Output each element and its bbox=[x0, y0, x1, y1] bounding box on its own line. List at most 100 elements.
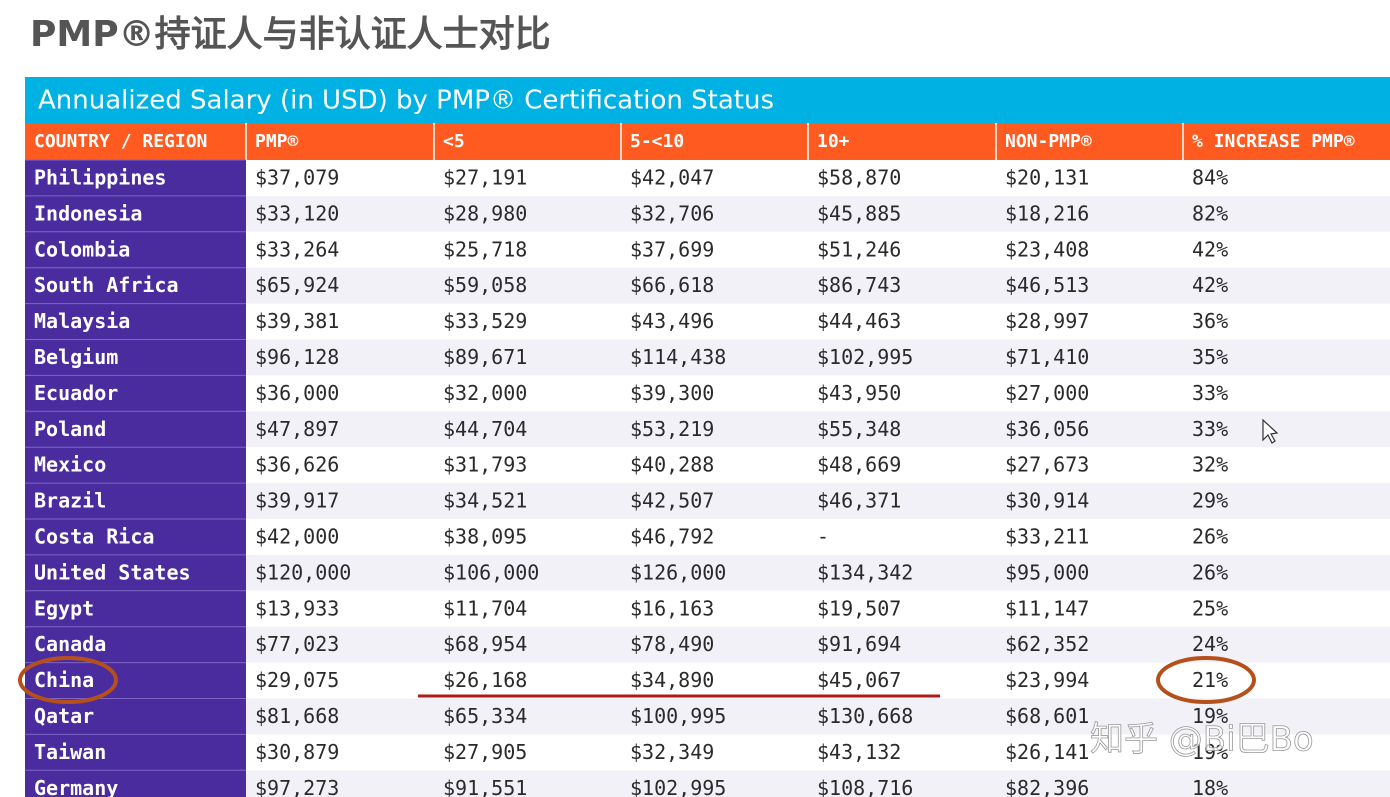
table-cell: $55,348 bbox=[817, 417, 901, 441]
table-cell: $37,079 bbox=[255, 165, 339, 189]
table-cell: 24% bbox=[1192, 632, 1228, 656]
country-cell bbox=[25, 447, 246, 484]
table-cell: $23,408 bbox=[1005, 237, 1089, 261]
table-cell: 32% bbox=[1192, 453, 1228, 477]
header-cell: 10+ bbox=[817, 131, 850, 152]
row-bg bbox=[246, 590, 1390, 627]
table-cell: 26% bbox=[1192, 560, 1228, 584]
table-cell: $68,954 bbox=[443, 632, 527, 656]
table-cell: $38,095 bbox=[443, 524, 527, 548]
table-cell: $27,191 bbox=[443, 165, 527, 189]
country-name: Taiwan bbox=[34, 740, 106, 764]
table-cell: 21% bbox=[1192, 668, 1228, 692]
table-cell: - bbox=[817, 524, 829, 548]
page-title: PMP®持证人与非认证人士对比 bbox=[30, 14, 551, 55]
table-cell: $96,128 bbox=[255, 345, 339, 369]
country-name: Colombia bbox=[34, 237, 130, 261]
table-cell: $36,626 bbox=[255, 453, 339, 477]
table-cell: $36,056 bbox=[1005, 417, 1089, 441]
table-cell: $27,905 bbox=[443, 740, 527, 764]
table-cell: $77,023 bbox=[255, 632, 339, 656]
country-name: Ecuador bbox=[34, 381, 118, 405]
table-cell: $59,058 bbox=[443, 273, 527, 297]
header-cell: 5-<10 bbox=[630, 131, 684, 152]
table-cell: $33,211 bbox=[1005, 524, 1089, 548]
table-cell: $91,551 bbox=[443, 776, 527, 797]
header-cell: <5 bbox=[443, 131, 465, 152]
table-cell: $82,396 bbox=[1005, 776, 1089, 797]
table-cell: $23,994 bbox=[1005, 668, 1089, 692]
table-cell: 19% bbox=[1192, 740, 1228, 764]
country-cell bbox=[25, 339, 246, 376]
table-cell: $40,288 bbox=[630, 453, 714, 477]
table-cell: $42,047 bbox=[630, 165, 714, 189]
table-cell: $43,950 bbox=[817, 381, 901, 405]
highlight-circle bbox=[18, 656, 118, 704]
table-cell: $62,352 bbox=[1005, 632, 1089, 656]
header-cell: NON-PMP® bbox=[1005, 131, 1092, 152]
table-cell: $39,381 bbox=[255, 309, 339, 333]
country-name: Canada bbox=[34, 632, 106, 656]
row-bg bbox=[246, 267, 1390, 304]
country-name: Brazil bbox=[34, 489, 106, 513]
country-name: Poland bbox=[34, 417, 106, 441]
country-name: Germany bbox=[34, 776, 118, 797]
country-name: Belgium bbox=[34, 345, 118, 369]
row-bg bbox=[246, 411, 1390, 448]
table-cell: $39,917 bbox=[255, 489, 339, 513]
table-cell: 25% bbox=[1192, 596, 1228, 620]
table-cell: $32,000 bbox=[443, 381, 527, 405]
table-cell: $46,792 bbox=[630, 524, 714, 548]
country-cell bbox=[25, 698, 246, 735]
table-cell: $13,933 bbox=[255, 596, 339, 620]
country-name: Indonesia bbox=[34, 201, 142, 225]
country-cell bbox=[25, 483, 246, 519]
table-cell: $42,507 bbox=[630, 489, 714, 513]
table-cell: $134,342 bbox=[817, 560, 913, 584]
table-cell: $11,147 bbox=[1005, 596, 1089, 620]
country-cell bbox=[25, 375, 246, 412]
row-bg bbox=[246, 483, 1390, 519]
country-cell bbox=[25, 231, 246, 268]
table-cell: $47,897 bbox=[255, 417, 339, 441]
table-cell: $26,168 bbox=[443, 668, 527, 692]
row-bg bbox=[246, 339, 1390, 376]
table-cell: 26% bbox=[1192, 524, 1228, 548]
table-cell: $126,000 bbox=[630, 560, 726, 584]
table-cell: $11,704 bbox=[443, 596, 527, 620]
table-cell: $48,669 bbox=[817, 453, 901, 477]
table-cell: $33,264 bbox=[255, 237, 339, 261]
table-cell: $91,694 bbox=[817, 632, 901, 656]
row-bg bbox=[246, 734, 1390, 771]
row-bg bbox=[246, 160, 1390, 196]
row-bg bbox=[246, 519, 1390, 555]
watermark: 知乎 @Bi巴Bo bbox=[1090, 720, 1314, 760]
country-cell bbox=[25, 519, 246, 555]
table-cell: $89,671 bbox=[443, 345, 527, 369]
country-name: Qatar bbox=[34, 704, 94, 728]
country-cell bbox=[25, 590, 246, 627]
table-cell: 36% bbox=[1192, 309, 1228, 333]
table-cell: 35% bbox=[1192, 345, 1228, 369]
row-bg bbox=[246, 662, 1390, 699]
row-bg bbox=[246, 447, 1390, 484]
table-cell: $130,668 bbox=[817, 704, 913, 728]
table-cell: $102,995 bbox=[630, 776, 726, 797]
table-cell: 42% bbox=[1192, 273, 1228, 297]
table-cell: $44,704 bbox=[443, 417, 527, 441]
table-body: COUNTRY / REGION PMP® <5 5-<10 10+ NON-PMP® % … bbox=[25, 123, 1390, 797]
table-cell: 42% bbox=[1192, 237, 1228, 261]
table-cell: $27,673 bbox=[1005, 453, 1089, 477]
table-cell: $32,706 bbox=[630, 201, 714, 225]
country-name: Malaysia bbox=[34, 309, 130, 333]
country-cell bbox=[25, 160, 246, 196]
table-cell: 33% bbox=[1192, 417, 1228, 441]
country-name: South Africa bbox=[34, 273, 179, 297]
table-cell: $16,163 bbox=[630, 596, 714, 620]
table-cell: $25,718 bbox=[443, 237, 527, 261]
header-cell: % INCREASE PMP® bbox=[1192, 131, 1355, 152]
table-cell: $28,980 bbox=[443, 201, 527, 225]
table-banner bbox=[25, 77, 1390, 123]
header-row bbox=[25, 123, 1390, 160]
table-cell: $58,870 bbox=[817, 165, 901, 189]
